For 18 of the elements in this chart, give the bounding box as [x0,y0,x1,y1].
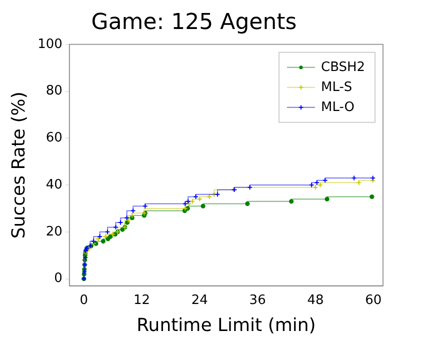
chart-title: Game: 125 Agents [91,10,297,35]
y-tick-label: 80 [46,84,62,99]
x-axis-title: Runtime Limit (min) [136,314,316,336]
legend-label: ML-O [321,100,355,115]
y-tick-label: 100 [38,36,62,52]
y-tick-label: 20 [46,224,62,240]
y-tick-label: 0 [54,271,62,286]
x-tick-label: 12 [134,292,150,308]
x-tick-label: 60 [365,292,382,308]
legend-label: ML-S [321,80,352,95]
x-tick-label: 48 [307,292,324,308]
legend-label: CBSH2 [321,60,366,75]
x-tick-label: 24 [191,292,208,308]
y-axis-title: Succes Rate (%) [8,92,30,239]
x-tick-label: 36 [249,292,266,308]
y-tick-label: 40 [46,177,62,192]
x-tick-label: 0 [80,292,88,308]
y-tick-label: 60 [46,130,62,146]
